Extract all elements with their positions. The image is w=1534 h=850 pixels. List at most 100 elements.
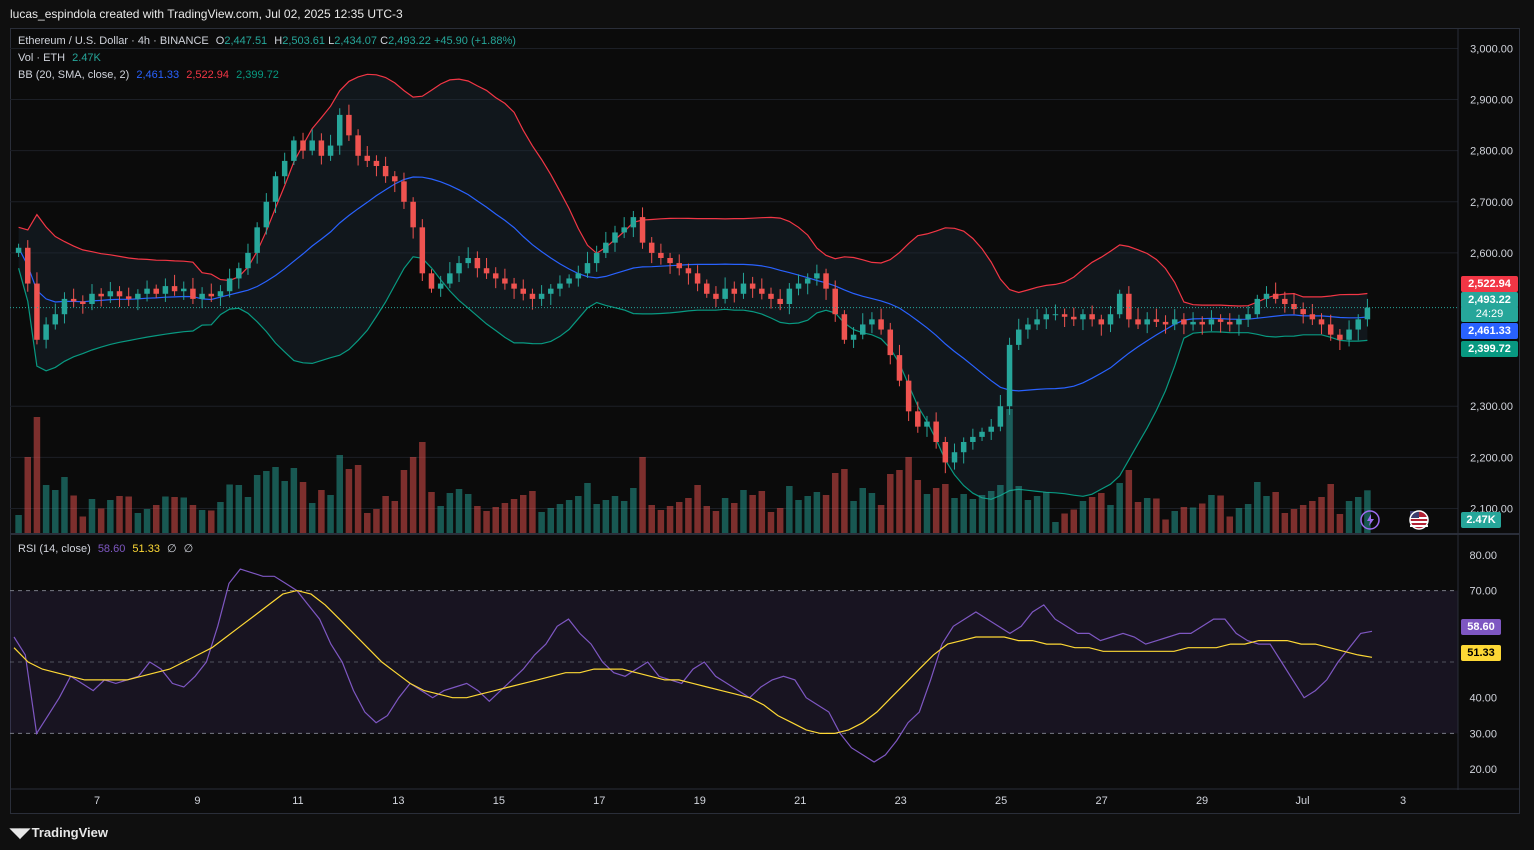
candle-body bbox=[951, 452, 958, 463]
volume-bar bbox=[171, 497, 178, 534]
volume-bar bbox=[152, 505, 160, 534]
open-value: 2,447.51 bbox=[224, 35, 268, 47]
candle-body bbox=[887, 329, 894, 356]
volume-bar bbox=[1171, 511, 1178, 534]
candle-body bbox=[135, 293, 141, 299]
volume-bar bbox=[198, 510, 206, 534]
volume-bar bbox=[88, 499, 96, 534]
volume-legend[interactable]: Vol · ETH 2.47K bbox=[18, 52, 101, 64]
lightning-icon[interactable] bbox=[1360, 510, 1380, 530]
volume-bar bbox=[464, 494, 472, 534]
candle-body bbox=[1080, 314, 1086, 320]
candle-body bbox=[924, 421, 930, 427]
volume-bar bbox=[694, 485, 701, 534]
candle-body bbox=[1364, 307, 1371, 320]
candle-body bbox=[254, 227, 260, 253]
volume-bar bbox=[492, 507, 499, 534]
candle-body bbox=[1098, 319, 1105, 325]
volume-bar bbox=[162, 496, 169, 534]
volume-bar bbox=[611, 496, 619, 534]
volume-bar bbox=[70, 495, 77, 534]
candle-body bbox=[970, 436, 976, 442]
volume-bar bbox=[1272, 492, 1279, 534]
volume-bar bbox=[556, 504, 564, 534]
candle-body bbox=[584, 263, 591, 274]
volume-bar bbox=[382, 496, 389, 534]
rsi-legend[interactable]: RSI (14, close) 58.60 51.33 ∅ ∅ bbox=[18, 542, 193, 555]
rsi-axis-ticks[interactable]: 80.00 70.00 40.00 30.00 20.00 bbox=[1469, 550, 1497, 776]
candle-body bbox=[281, 160, 288, 177]
candle-body bbox=[263, 201, 270, 228]
time-tick-label: 27 bbox=[1095, 795, 1107, 807]
volume-bar bbox=[189, 505, 197, 534]
symbol-legend[interactable]: Ethereum / U.S. Dollar · 4h · BINANCE O2… bbox=[18, 35, 516, 47]
candle-body bbox=[538, 293, 545, 299]
time-tick-label: 9 bbox=[194, 795, 200, 807]
volume-bar bbox=[538, 512, 545, 534]
volume-bar bbox=[731, 503, 738, 534]
volume-bar bbox=[1180, 507, 1188, 534]
change-value: +45.90 (+1.88%) bbox=[433, 35, 516, 47]
rsi-label: RSI (14, close) bbox=[18, 543, 91, 555]
candle-body bbox=[180, 288, 187, 292]
bb-legend[interactable]: BB (20, SMA, close, 2) 2,461.33 2,522.94… bbox=[18, 69, 279, 81]
candle-body bbox=[997, 406, 1004, 427]
volume-bar bbox=[33, 417, 41, 534]
volume-bar bbox=[795, 500, 802, 534]
rsi-tick-label: 20.00 bbox=[1469, 764, 1497, 776]
candle-body bbox=[768, 293, 774, 299]
volume-bar bbox=[1318, 497, 1325, 534]
volume-bar bbox=[868, 493, 876, 534]
chart-frame[interactable] bbox=[10, 28, 1520, 814]
candle-body bbox=[61, 298, 68, 315]
us-flag-icon[interactable] bbox=[1409, 510, 1429, 530]
candle-body bbox=[190, 288, 196, 299]
close-label: C bbox=[380, 35, 389, 47]
volume-bar bbox=[841, 469, 848, 534]
price-tick-label: 2,900.00 bbox=[1470, 95, 1513, 107]
candle-body bbox=[144, 288, 150, 294]
time-axis-ticks[interactable]: 7 9 11 13 15 17 19 21 23 25 27 29 Jul 3 bbox=[94, 795, 1406, 807]
volume-bar bbox=[1244, 504, 1252, 534]
volume-bar bbox=[648, 505, 655, 534]
volume-bar bbox=[565, 500, 573, 534]
candle-body bbox=[759, 288, 765, 294]
bb-upper-value: 2,522.94 bbox=[186, 69, 230, 81]
volume-bar bbox=[822, 495, 830, 534]
bollinger-upper-line bbox=[18, 73, 1368, 307]
close-value: 2,493.22 bbox=[388, 35, 431, 47]
candle-body bbox=[704, 283, 710, 294]
volume-bar bbox=[859, 488, 867, 534]
candle-body bbox=[740, 283, 747, 294]
volume-bar bbox=[703, 506, 711, 534]
volume-bar bbox=[712, 511, 720, 534]
volume-bar bbox=[281, 481, 288, 534]
rsi-tick-label: 70.00 bbox=[1469, 586, 1497, 598]
volume-bar bbox=[813, 492, 821, 534]
volume-bar bbox=[501, 503, 509, 534]
candle-body bbox=[804, 278, 811, 284]
volume-bar bbox=[1198, 503, 1206, 534]
volume-bar bbox=[308, 503, 316, 534]
candle-body bbox=[1245, 314, 1251, 320]
candle-body bbox=[162, 286, 169, 294]
candle-body bbox=[859, 324, 866, 335]
candle-body bbox=[905, 380, 912, 412]
brand-logo[interactable]: ◥◤ TradingView bbox=[10, 825, 108, 841]
price-tick-label: 2,700.00 bbox=[1470, 197, 1513, 209]
candle-body bbox=[98, 293, 104, 297]
volume-bar bbox=[675, 502, 683, 534]
candle-body bbox=[419, 227, 426, 274]
volume-label: Vol · ETH bbox=[18, 52, 66, 64]
volume-bar bbox=[1043, 492, 1050, 534]
bollinger-lower-line bbox=[18, 256, 1368, 500]
volume-bar bbox=[923, 494, 931, 534]
volume-bar bbox=[79, 516, 87, 534]
bb-basis-value: 2,461.33 bbox=[136, 69, 180, 81]
candles bbox=[15, 104, 1371, 474]
candle-body bbox=[318, 140, 325, 156]
volume-bar bbox=[437, 506, 444, 534]
volume-bar bbox=[1235, 508, 1243, 534]
candle-body bbox=[80, 301, 86, 304]
